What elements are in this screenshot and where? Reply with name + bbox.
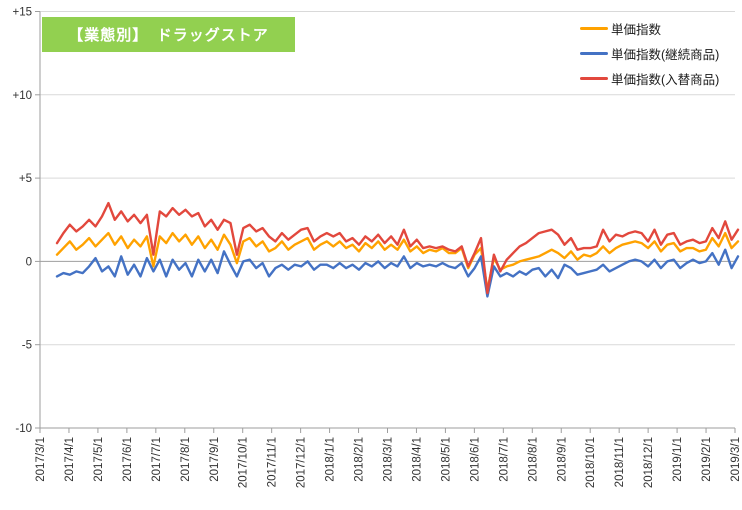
x-tick-label: 2019/1/1	[672, 437, 684, 482]
legend-label: 単価指数(入替商品)	[611, 73, 720, 87]
legend-label: 単価指数(継続商品)	[611, 48, 720, 62]
x-tick-label: 2017/10/1	[238, 437, 250, 488]
legend-line-swatch-red	[580, 76, 608, 81]
x-tick-label: 2019/2/1	[701, 437, 713, 482]
x-tick-label: 2018/2/1	[354, 437, 366, 482]
series-line-2	[55, 201, 740, 295]
x-tick-label: 2017/4/1	[64, 437, 76, 482]
x-tick-label: 2017/5/1	[93, 437, 105, 482]
x-tick-label: 2018/11/1	[614, 437, 626, 487]
x-tick-label: 2018/3/1	[383, 437, 395, 482]
chart-title: 【業態別】 ドラッグストア	[42, 17, 295, 52]
y-tick-label: +5	[19, 173, 32, 185]
y-tick-label: -5	[22, 340, 32, 352]
legend-item-continuing-products: 単価指数(継続商品)	[580, 41, 719, 66]
y-tick-label: -10	[15, 423, 32, 435]
x-tick-label: 2018/4/1	[411, 437, 423, 482]
legend-label: 単価指数	[611, 23, 662, 37]
x-tick-label: 2017/12/1	[296, 437, 308, 488]
legend-item-unit-price-index: 単価指数	[580, 16, 719, 41]
x-tick-label: 2018/12/1	[643, 437, 655, 488]
legend: 単価指数 単価指数(継続商品) 単価指数(入替商品)	[580, 16, 719, 91]
series-line-1	[55, 248, 740, 298]
x-tick-label: 2017/7/1	[151, 437, 163, 482]
x-tick-label: 2018/10/1	[585, 437, 597, 488]
y-tick-label: 0	[26, 256, 32, 268]
x-tick-label: 2017/6/1	[122, 437, 134, 482]
x-tick-label: 2018/9/1	[556, 437, 568, 482]
y-tick-label: +15	[12, 7, 32, 19]
x-tick-label: 2019/3/1	[730, 437, 742, 482]
legend-line-swatch-blue	[580, 51, 608, 56]
x-tick-label: 2018/7/1	[498, 437, 510, 482]
x-tick-label: 2017/11/1	[267, 437, 279, 487]
y-tick-label: +10	[12, 90, 32, 102]
x-tick-label: 2018/8/1	[527, 437, 539, 482]
x-tick-label: 2017/8/1	[180, 437, 192, 482]
x-tick-label: 2018/1/1	[325, 437, 337, 482]
x-tick-label: 2017/9/1	[209, 437, 221, 482]
legend-line-swatch-orange	[580, 26, 608, 31]
x-tick-label: 2018/5/1	[440, 437, 452, 482]
x-tick-label: 2018/6/1	[469, 437, 481, 482]
x-tick-label: 2017/3/1	[35, 437, 47, 482]
series-line-0	[55, 231, 740, 291]
legend-item-replacement-products: 単価指数(入替商品)	[580, 66, 719, 91]
